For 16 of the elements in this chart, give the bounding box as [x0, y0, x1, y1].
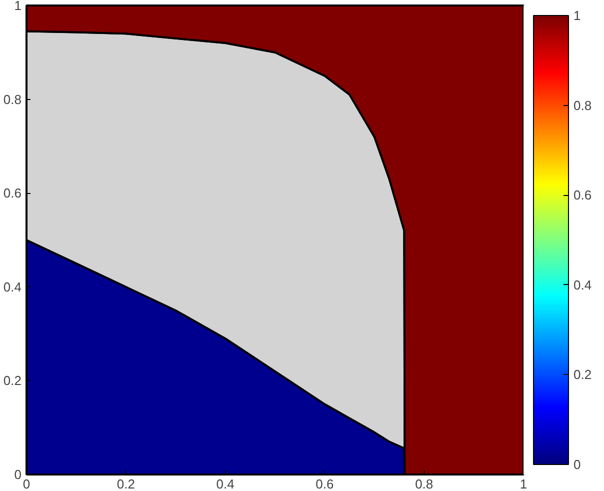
- color-bar-label: 0.4: [574, 277, 592, 292]
- color-bar-label: 0.2: [574, 367, 592, 382]
- y-tick-label: 0.2: [3, 373, 22, 388]
- x-tick-label: 0.4: [216, 476, 234, 491]
- color-bar-label: 0.8: [574, 98, 592, 113]
- y-tick-label: 0.6: [3, 186, 22, 201]
- y-tick-label: 1: [14, 0, 22, 13]
- color-bar-label: 0: [574, 457, 581, 472]
- x-tick-label: 0.2: [116, 476, 135, 491]
- color-bar-label: 1: [574, 8, 581, 23]
- color-bar-label: 0.6: [574, 188, 592, 203]
- y-tick-label: 0.8: [3, 92, 22, 107]
- y-tick-label: 0.4: [3, 279, 22, 294]
- x-tick-label: 0.6: [316, 476, 334, 491]
- x-tick-label: 1: [520, 476, 528, 491]
- x-tick-label: 0.8: [415, 476, 434, 491]
